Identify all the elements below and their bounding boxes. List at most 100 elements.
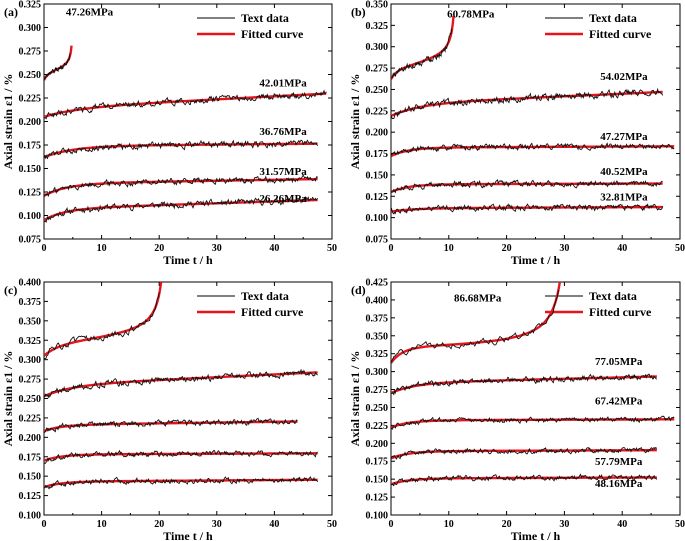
x-tick-label: 0 bbox=[389, 519, 394, 530]
test-data-line bbox=[391, 446, 658, 460]
y-tick-label: 0.300 bbox=[366, 42, 389, 53]
series-label: 47.26MPa bbox=[66, 6, 114, 18]
y-axis-label: Axial strain ε1 / % bbox=[348, 351, 362, 447]
x-tick-label: 50 bbox=[675, 243, 685, 254]
x-tick-label: 30 bbox=[212, 243, 222, 254]
y-tick-label: 0.225 bbox=[366, 106, 389, 117]
x-tick-label: 30 bbox=[212, 519, 222, 530]
panel-label: (b) bbox=[351, 5, 366, 19]
y-tick-label: 0.275 bbox=[19, 375, 42, 386]
x-axis-label: Time t / h bbox=[163, 253, 213, 267]
y-tick-label: 0.250 bbox=[366, 403, 389, 414]
x-tick-label: 0 bbox=[42, 243, 47, 254]
x-tick-label: 20 bbox=[502, 519, 512, 530]
y-tick-label: 0.175 bbox=[19, 452, 42, 463]
y-tick-label: 0.200 bbox=[366, 439, 389, 450]
test-data-line bbox=[391, 473, 658, 487]
y-tick-label: 0.150 bbox=[366, 170, 389, 181]
y-tick-label: 0.400 bbox=[366, 295, 389, 306]
legend-entry: Fitted curve bbox=[589, 305, 652, 319]
y-tick-label: 0.200 bbox=[366, 128, 389, 139]
y-tick-label: 0.350 bbox=[19, 316, 42, 327]
x-tick-label: 20 bbox=[154, 243, 164, 254]
series-label: 48.16MPa bbox=[595, 478, 643, 490]
series-label: 77.05MPa bbox=[595, 356, 643, 368]
test-data-line bbox=[44, 53, 71, 81]
fitted-curve bbox=[44, 198, 318, 222]
y-tick-label: 0.375 bbox=[366, 313, 389, 324]
y-tick-label: 0.300 bbox=[19, 23, 42, 34]
y-tick-label: 0.200 bbox=[19, 117, 42, 128]
test-data-line bbox=[44, 292, 160, 359]
fitted-curve bbox=[44, 282, 163, 357]
test-data-line bbox=[391, 289, 560, 364]
series-label: 36.76MPa bbox=[259, 126, 307, 138]
test-data-line bbox=[391, 178, 663, 194]
series-label: 57.79MPa bbox=[595, 456, 643, 468]
y-tick-label: 0.075 bbox=[366, 235, 389, 246]
series-label: 31.57MPa bbox=[259, 166, 307, 178]
x-axis-label: Time t / h bbox=[163, 529, 213, 541]
y-tick-label: 0.350 bbox=[366, 331, 389, 342]
x-tick-label: 40 bbox=[269, 519, 279, 530]
plot-data bbox=[44, 282, 318, 490]
test-data-line bbox=[391, 87, 664, 120]
series-label: 54.02MPa bbox=[600, 71, 648, 83]
x-axis-label: Time t / h bbox=[511, 529, 561, 541]
test-data-line bbox=[44, 89, 327, 120]
test-data-line bbox=[44, 139, 318, 160]
y-tick-label: 0.150 bbox=[366, 475, 389, 486]
chart-panel-3: 0 10 20 30 40 50 0.100 0.125 0.150 0.175 0.200 0.22… bbox=[1, 278, 337, 541]
y-tick-label: 0.400 bbox=[19, 278, 42, 289]
x-tick-label: 30 bbox=[559, 243, 569, 254]
y-tick-label: 0.225 bbox=[19, 94, 42, 105]
y-tick-label: 0.425 bbox=[366, 278, 389, 289]
y-tick-label: 0.100 bbox=[19, 211, 42, 222]
y-axis-label: Axial strain ε1 / % bbox=[1, 351, 15, 447]
y-tick-label: 0.125 bbox=[366, 192, 389, 203]
series-label: 42.01MPa bbox=[259, 78, 307, 90]
x-tick-label: 10 bbox=[444, 243, 454, 254]
x-tick-label: 10 bbox=[97, 519, 107, 530]
legend-entry: Fitted curve bbox=[589, 27, 652, 41]
y-tick-label: 0.175 bbox=[366, 149, 389, 160]
y-tick-label: 0.225 bbox=[366, 421, 389, 432]
y-tick-label: 0.275 bbox=[366, 64, 389, 75]
panel-label: (a) bbox=[4, 5, 18, 19]
legend-entry: Text data bbox=[241, 11, 289, 25]
y-tick-label: 0.300 bbox=[19, 355, 42, 366]
legend-entry: Text data bbox=[589, 11, 637, 25]
y-tick-label: 0.300 bbox=[366, 367, 389, 378]
series-label: 26.26MPa bbox=[259, 193, 307, 205]
test-data-line bbox=[44, 174, 318, 198]
series-label: 32.81MPa bbox=[600, 192, 648, 204]
y-tick-label: 0.275 bbox=[19, 47, 42, 58]
y-tick-label: 0.325 bbox=[19, 0, 42, 11]
y-tick-label: 0.200 bbox=[19, 433, 42, 444]
chart-panel-2: 0 10 20 30 40 50 0.075 0.100 0.125 0.150 0.175 0.20… bbox=[348, 0, 685, 267]
test-data-line bbox=[44, 449, 318, 464]
x-tick-label: 50 bbox=[675, 519, 685, 530]
y-tick-label: 0.100 bbox=[366, 511, 389, 522]
test-data-line bbox=[44, 196, 318, 224]
y-tick-label: 0.125 bbox=[19, 188, 42, 199]
x-tick-label: 50 bbox=[327, 519, 337, 530]
y-tick-label: 0.325 bbox=[366, 349, 389, 360]
x-tick-label: 40 bbox=[617, 243, 627, 254]
series-label: 47.27MPa bbox=[600, 131, 648, 143]
series-label: 60.78MPa bbox=[447, 9, 495, 21]
legend-entry: Fitted curve bbox=[241, 305, 304, 319]
y-axis-label: Axial strain ε1 / % bbox=[348, 74, 362, 170]
y-tick-label: 0.275 bbox=[366, 385, 389, 396]
y-tick-label: 0.175 bbox=[19, 141, 42, 152]
test-data-line bbox=[44, 368, 318, 399]
y-tick-label: 0.225 bbox=[19, 413, 42, 424]
y-tick-label: 0.325 bbox=[19, 336, 42, 347]
y-tick-label: 0.375 bbox=[19, 297, 42, 308]
x-tick-label: 20 bbox=[502, 243, 512, 254]
test-data-line bbox=[391, 28, 453, 79]
y-tick-label: 0.125 bbox=[19, 491, 42, 502]
x-axis-label: Time t / h bbox=[511, 253, 561, 267]
series-label: 40.52MPa bbox=[600, 166, 648, 178]
